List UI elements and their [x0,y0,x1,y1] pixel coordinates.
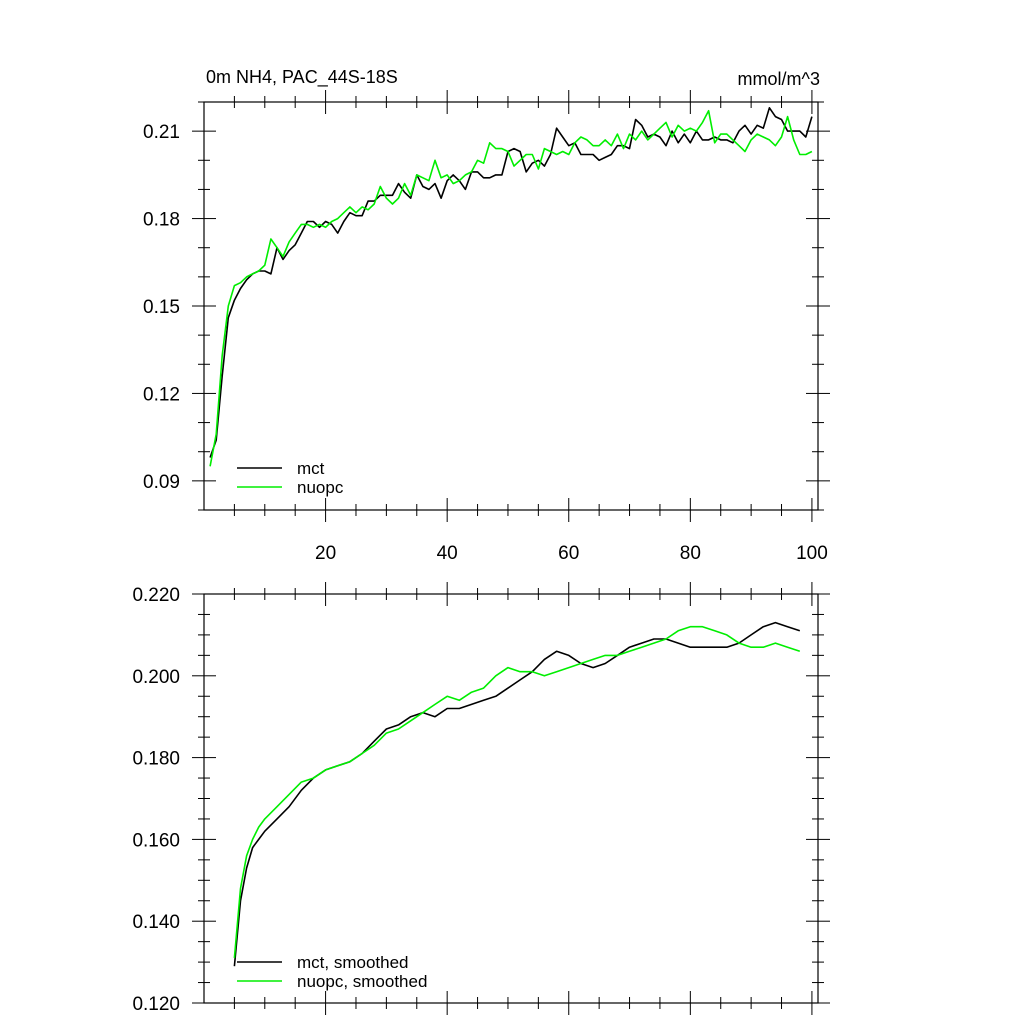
bottom-plot: 0.120 0.140 0.160 0.180 0.200 0.220 mct, smoot… [132,582,830,1015]
y-tick-label: 0.12 [143,384,180,405]
x-tick-label: 80 [680,543,701,564]
series-line-b [233,625,801,959]
legend-label: nuopc, smoothed [297,972,427,991]
x-tick-label: 40 [437,543,458,564]
legend-label: mct, smoothed [297,953,409,972]
x-tick-label: 20 [315,543,336,564]
chart-title: 0m NH4, PAC_44S-18S [206,67,398,88]
y-tick-label: 0.120 [132,994,180,1015]
y-tick-label: 0.220 [132,585,180,606]
x-tick-label: 60 [558,543,579,564]
y-tick-label: 0.200 [132,667,180,688]
y-tick-label: 0.140 [132,912,180,933]
x-tick-label: 100 [796,543,828,564]
series-line-a [209,107,813,458]
y-tick-label: 0.160 [132,830,180,851]
legend-label: nuopc [297,478,344,497]
legend-label: mct [297,459,325,478]
y-tick-label: 0.15 [143,297,180,318]
plot-frame [203,101,819,511]
y-tick-label: 0.180 [132,749,180,770]
series-line-b [209,109,813,467]
y-tick-label: 0.21 [143,122,180,143]
series-line-a [233,621,801,967]
y-tick-label: 0.18 [143,210,180,231]
units-label: mmol/m^3 [738,69,820,89]
y-tick-label: 0.09 [143,472,180,493]
